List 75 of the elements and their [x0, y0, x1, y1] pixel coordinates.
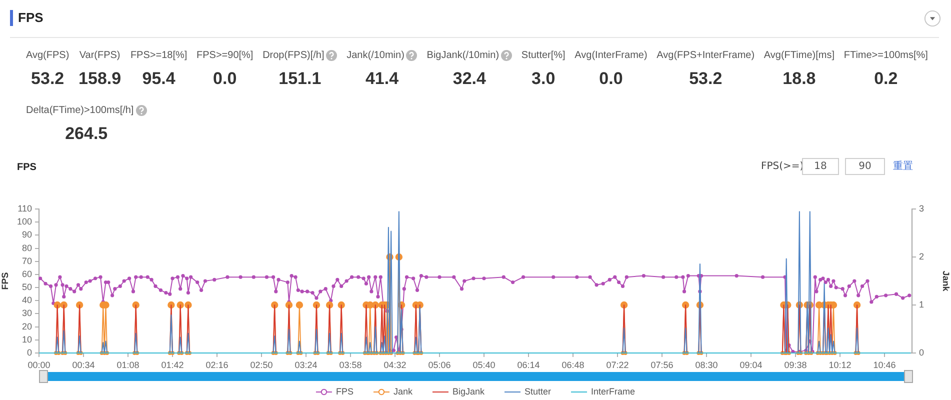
number-field: 18	[802, 158, 839, 175]
x-tick-label: 05:40	[472, 360, 496, 370]
x-tick-label: 00:34	[72, 360, 95, 370]
y-tick-label: 10	[22, 334, 32, 344]
y2-tick-label: 0	[919, 347, 924, 358]
category-label: Avg(FTime)[ms]	[764, 49, 834, 63]
text: 18.8	[782, 69, 816, 88]
x-tick-label: 03:58	[339, 360, 362, 370]
x-tick-label: 07:56	[650, 360, 674, 370]
x-tick-label: 10:46	[873, 360, 896, 370]
text: FPS(>=)	[761, 160, 804, 174]
x-tick-label: 02:16	[206, 360, 228, 370]
category-label: Jank(/10min)	[346, 49, 404, 63]
text: 53.2	[689, 69, 722, 88]
legend-label: FPS	[336, 386, 354, 396]
x-tick-label: 00:00	[28, 360, 50, 370]
y-tick-label: 50	[22, 282, 32, 292]
text: 151.1	[278, 69, 322, 88]
category-label: Avg(InterFrame)	[574, 49, 648, 63]
x-tick-label: 05:06	[428, 360, 451, 370]
category-label: Delta(FTime)>100ms[/h]	[26, 104, 134, 118]
y-tick-label: 100	[16, 216, 32, 227]
category-label: Avg(FPS+InterFrame)	[656, 49, 755, 63]
text: FPS	[18, 10, 44, 26]
category-label: BigJank(/10min)	[426, 49, 500, 63]
category-label: Drop(FPS)[/h]	[262, 49, 324, 63]
text: 158.9	[78, 69, 122, 88]
x-tick-label: 03:24	[294, 360, 318, 370]
x-tick-label: 09:38	[784, 360, 807, 370]
text: 32.4	[452, 69, 486, 88]
x-tick-label: 04:32	[384, 360, 406, 370]
y2-tick-label: 1	[919, 299, 924, 310]
legend-label: Stutter	[524, 386, 552, 396]
category-label: Stutter[%]	[521, 49, 566, 63]
text: 264.5	[65, 124, 108, 143]
legend-label: InterFrame	[591, 386, 636, 396]
category-label: Var(FPS)	[79, 49, 120, 63]
text: 3.0	[532, 69, 556, 88]
x-tick-label: 01:08	[116, 360, 140, 370]
x-tick-label: 01:42	[161, 360, 184, 370]
number-field: 90	[845, 158, 885, 175]
y-tick-label: 80	[22, 242, 32, 253]
y2-tick-label: 3	[919, 203, 924, 214]
x-tick-label: 09:04	[740, 360, 762, 370]
x-tick-label: 10:12	[828, 360, 852, 370]
text: 95.4	[142, 69, 176, 88]
category-label: FPS>=18[%]	[130, 49, 188, 63]
y-tick-label: 60	[22, 268, 32, 279]
text: 0.2	[874, 69, 898, 88]
legend-label: BigJank	[452, 386, 486, 396]
text: 0.0	[213, 69, 237, 88]
legend-label: Jank	[393, 386, 413, 396]
y-tick-label: 30	[22, 308, 32, 318]
y2-axis-title: Jank	[941, 270, 951, 292]
x-tick-label: 08:30	[695, 360, 718, 370]
y-tick-label: 90	[22, 230, 32, 240]
x-tick-label: 02:50	[250, 360, 273, 370]
x-tick-label: 06:48	[562, 360, 584, 370]
text: 重置	[893, 160, 913, 174]
y2-tick-label: 2	[919, 251, 924, 262]
category-label: FPS>=90[%]	[196, 49, 254, 63]
y-tick-label: 0	[26, 347, 32, 358]
y-tick-label: 70	[22, 256, 32, 266]
x-tick-label: 07:22	[606, 360, 629, 370]
y-axis-title: FPS	[0, 272, 10, 290]
x-tick-label: 06:14	[517, 360, 540, 370]
text: 41.4	[365, 69, 399, 88]
category-label: Avg(FPS)	[26, 49, 70, 63]
y-tick-label: 40	[22, 295, 32, 306]
y-tick-label: 20	[22, 321, 32, 332]
text: 53.2	[31, 69, 64, 88]
category-label: FTime>=100ms[%]	[844, 49, 928, 63]
y-tick-label: 110	[18, 203, 32, 214]
text: 0.0	[599, 69, 623, 88]
chart-title: FPS	[17, 162, 37, 173]
